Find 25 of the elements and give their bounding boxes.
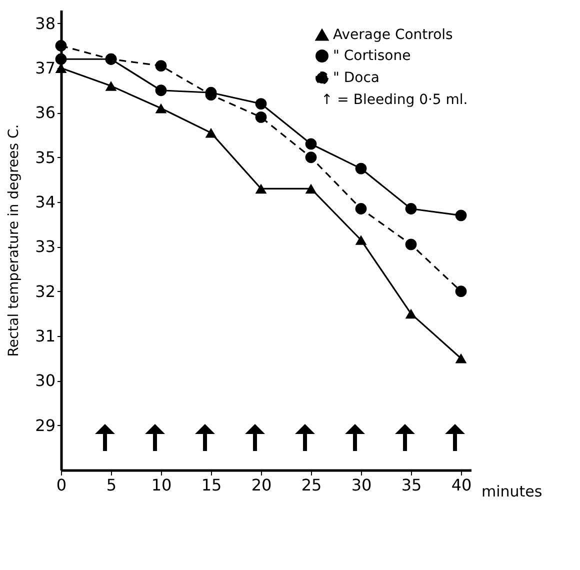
x-tick-label: 15 <box>201 476 222 494</box>
y-axis-title: Rectal temperature in degrees C. <box>6 124 22 357</box>
y-tick-label: 30 <box>35 371 56 390</box>
y-tick-label: 38 <box>35 14 56 33</box>
x-tick-label: 5 <box>106 476 117 494</box>
legend-label: " Cortisone <box>333 48 411 64</box>
x-tick-label: 0 <box>56 476 67 494</box>
legend-label: " Doca <box>333 70 380 86</box>
x-tick-label: 25 <box>301 476 322 494</box>
y-tick-label: 34 <box>35 192 56 212</box>
legend-label: Average Controls <box>333 27 453 43</box>
annotation: ↑ = Bleeding 0·5 ml. <box>321 92 468 108</box>
y-tick-label: 31 <box>35 326 56 346</box>
x-tick-label: 40 <box>451 476 472 494</box>
x-tick-label: 35 <box>401 476 422 494</box>
y-tick-label: 36 <box>35 103 56 122</box>
y-tick-label: 37 <box>35 58 56 78</box>
x-tick-label: 10 <box>151 476 172 494</box>
y-tick-label: 33 <box>35 237 56 256</box>
y-tick-label: 29 <box>35 416 56 435</box>
x-tick-label: 30 <box>351 476 372 494</box>
x-tick-label: 20 <box>251 476 272 494</box>
y-tick-label: 35 <box>35 148 56 167</box>
y-tick-label: 32 <box>35 282 56 301</box>
x-axis-title: minutes <box>482 482 542 500</box>
